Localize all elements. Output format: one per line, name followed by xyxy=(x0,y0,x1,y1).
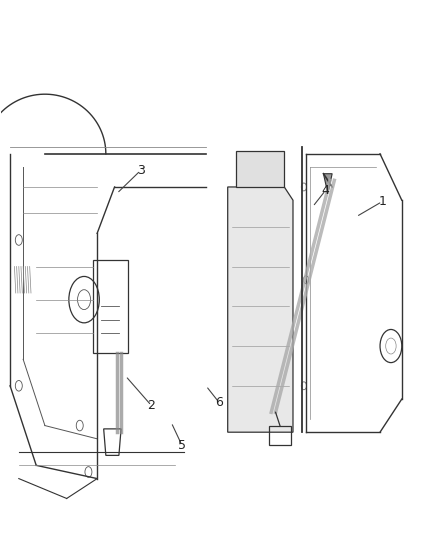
Text: 6: 6 xyxy=(215,396,223,409)
Text: 4: 4 xyxy=(321,184,329,197)
Text: 3: 3 xyxy=(137,164,145,177)
Text: 1: 1 xyxy=(378,195,386,208)
Bar xyxy=(237,150,284,187)
Bar xyxy=(93,260,127,353)
Bar xyxy=(269,425,291,446)
Polygon shape xyxy=(228,187,293,432)
Text: 2: 2 xyxy=(148,399,155,412)
Polygon shape xyxy=(323,174,332,193)
Text: 5: 5 xyxy=(178,439,186,452)
